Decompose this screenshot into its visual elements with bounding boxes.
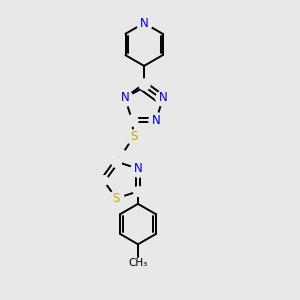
Text: S: S (130, 130, 137, 143)
Text: N: N (121, 91, 129, 104)
Text: CH₃: CH₃ (128, 258, 148, 268)
Text: N: N (140, 16, 148, 30)
Text: N: N (159, 91, 168, 104)
Text: N: N (134, 162, 142, 175)
Text: S: S (113, 192, 120, 205)
Text: N: N (152, 114, 160, 127)
